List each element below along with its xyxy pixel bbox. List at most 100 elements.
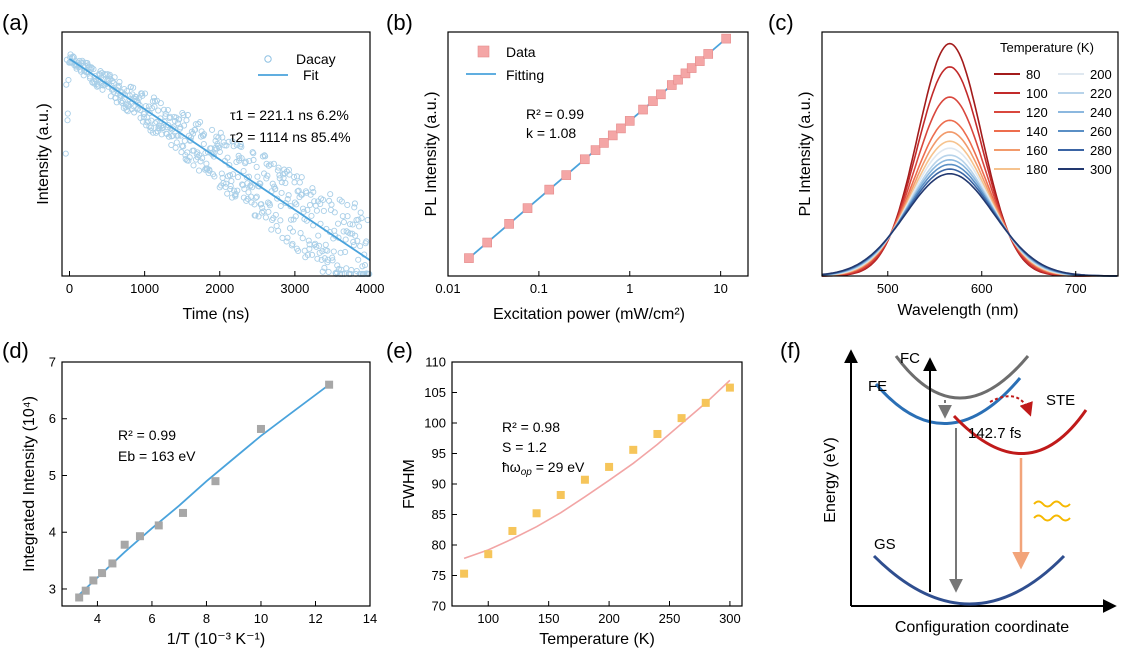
data-point — [605, 462, 614, 471]
x-tick-label: 0.01 — [435, 281, 460, 296]
data-point — [98, 569, 107, 578]
data-point — [504, 219, 514, 229]
data-point — [648, 96, 658, 106]
decay-point — [197, 158, 204, 165]
y-tick-label: 4 — [49, 525, 56, 540]
decay-point — [172, 144, 179, 151]
decay-point — [215, 134, 222, 141]
x-tick-label: 200 — [598, 611, 620, 626]
decay-point — [252, 194, 259, 201]
panel-a: 0 1000 2000 3000 4000 Time (ns) Intensity (a… — [35, 31, 384, 323]
decay-point — [115, 82, 122, 89]
decay-point — [282, 180, 289, 187]
decay-point — [211, 173, 218, 180]
x-tick-label: 0 — [66, 281, 73, 296]
decay-point — [299, 235, 306, 242]
decay-point — [209, 126, 216, 133]
legend-marker-data — [477, 45, 490, 58]
decay-point — [216, 144, 223, 151]
decay-point — [327, 206, 334, 213]
spectrum-line-80 — [822, 42, 1118, 277]
x-tick-label: 3000 — [280, 281, 309, 296]
data-point — [482, 237, 493, 248]
decay-point — [322, 241, 329, 248]
decay-point — [234, 174, 242, 181]
decay-point — [309, 185, 316, 192]
gs-curve — [872, 554, 1066, 606]
plot-frame-b — [447, 31, 749, 277]
decay-point — [270, 160, 277, 167]
decay-point — [64, 117, 71, 124]
decay-point — [304, 207, 311, 214]
decay-point — [151, 103, 158, 110]
data-point — [256, 424, 265, 433]
decay-point — [338, 198, 345, 205]
decay-point — [253, 163, 260, 170]
panel-label-e: (e) — [386, 338, 413, 363]
data-point — [508, 526, 517, 535]
decay-point — [242, 158, 249, 165]
fit-line — [463, 379, 731, 560]
decay-point — [318, 256, 325, 263]
spectrum-line-160 — [821, 131, 1118, 277]
decay-point — [130, 103, 137, 110]
decay-point — [207, 149, 214, 156]
decay-point — [277, 217, 284, 224]
decay-point — [175, 132, 182, 139]
decay-point — [286, 171, 293, 178]
decay-point — [245, 189, 252, 196]
y-tick-label: 105 — [424, 385, 446, 400]
plot-frame-e — [451, 361, 743, 607]
y-axis-label-a: Intensity (a.u.) — [35, 103, 52, 204]
ste-curve — [952, 409, 1088, 455]
decay-point — [148, 124, 155, 131]
decay-point — [119, 98, 126, 105]
legend-label-300: 300 — [1090, 162, 1112, 177]
y-axis-label-e: FWHM — [401, 459, 418, 509]
x-tick-label: 1000 — [130, 281, 159, 296]
decay-point — [335, 220, 342, 227]
panel-c: 500 600 700 Wavelength (nm) PL Intensity (… — [797, 31, 1119, 319]
decay-point — [274, 195, 281, 202]
decay-point — [166, 113, 173, 120]
decay-point — [329, 257, 336, 264]
decay-point — [342, 248, 349, 256]
decay-point — [289, 228, 296, 235]
decay-point — [159, 125, 166, 132]
decay-point — [324, 247, 331, 254]
decay-point — [305, 237, 312, 244]
legend-label-220: 220 — [1090, 86, 1112, 101]
decay-point — [264, 172, 271, 179]
y-axis-label-d: Integrated Intensity (10⁴) — [21, 396, 38, 572]
decay-point — [293, 201, 300, 208]
emission-wave-icon — [1033, 514, 1071, 522]
data-point — [544, 184, 555, 195]
legend-label-280: 280 — [1090, 143, 1112, 158]
data-point — [211, 477, 220, 486]
decay-point — [315, 232, 322, 239]
decay-point — [262, 214, 269, 221]
decay-point — [355, 216, 362, 223]
decay-point — [344, 201, 351, 209]
decay-point — [363, 238, 370, 245]
decay-point — [351, 200, 358, 207]
decay-point — [110, 80, 117, 87]
decay-point — [233, 158, 240, 166]
data-point — [108, 559, 117, 568]
legend-label-fitting: Fitting — [506, 67, 544, 83]
legend-label-200: 200 — [1090, 67, 1112, 82]
decay-point — [70, 54, 77, 61]
decay-point — [283, 238, 290, 245]
decay-point — [229, 171, 237, 178]
decay-point — [331, 209, 338, 216]
decay-point — [340, 219, 347, 226]
legend-a: Dacay Fit — [258, 51, 336, 83]
data-point — [607, 130, 618, 141]
decay-point — [157, 100, 164, 107]
decay-point — [197, 118, 204, 126]
decay-point — [320, 196, 327, 203]
decay-point — [253, 193, 260, 200]
decay-point — [343, 265, 350, 272]
decay-point — [361, 262, 369, 269]
x-tick-label: 500 — [877, 281, 899, 296]
